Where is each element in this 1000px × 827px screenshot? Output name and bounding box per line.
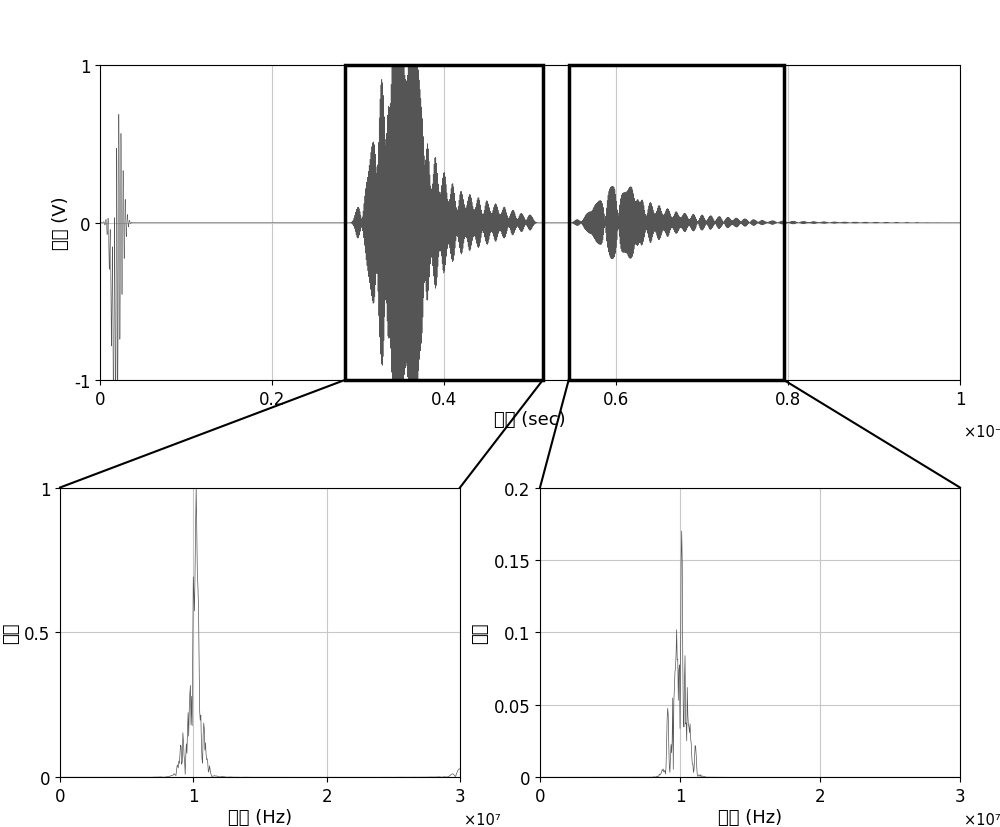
Bar (569, 66, 784, 380)
Y-axis label: 幅値: 幅値 (471, 622, 489, 643)
X-axis label: 频率 (Hz): 频率 (Hz) (718, 808, 782, 826)
Text: ×10⁻⁴: ×10⁻⁴ (964, 424, 1000, 439)
Y-axis label: 幅値: 幅値 (2, 622, 20, 643)
Y-axis label: 幅値 (V): 幅値 (V) (52, 197, 70, 250)
Text: ×10⁷: ×10⁷ (964, 812, 1000, 827)
X-axis label: 时间 (sec): 时间 (sec) (494, 411, 566, 429)
Text: ×10⁷: ×10⁷ (464, 812, 501, 827)
Bar (345, 66, 543, 380)
X-axis label: 频率 (Hz): 频率 (Hz) (228, 808, 292, 826)
